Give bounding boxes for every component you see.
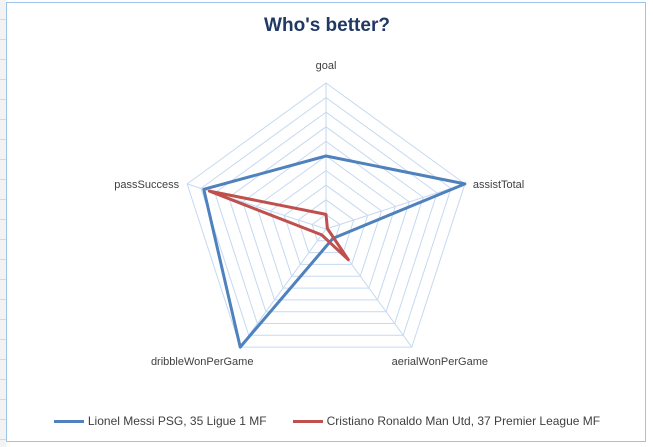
spreadsheet-row-edge <box>0 0 6 447</box>
axis-labels: goal assistTotal aerialWonPerGame dribbleWo… <box>114 60 524 368</box>
grid-ring-3 <box>283 184 369 265</box>
legend-item-ronaldo: Cristiano Ronaldo Man Utd, 37 Premier Le… <box>292 414 601 428</box>
legend: Lionel Messi PSG, 35 Ligue 1 MF Cristian… <box>7 411 647 431</box>
legend-label-ronaldo: Cristiano Ronaldo Man Utd, 37 Premier Le… <box>326 414 601 428</box>
grid-ring-2 <box>297 199 355 254</box>
axis-label-passSuccess: passSuccess <box>114 179 179 191</box>
series-line-1[interactable] <box>207 189 350 262</box>
radar-chart: goal assistTotal aerialWonPerGame dribbleWo… <box>114 60 524 368</box>
grid-ring-5 <box>256 155 396 289</box>
axis-label-goal: goal <box>316 60 337 72</box>
grid-ring-8 <box>214 111 438 324</box>
grid-ring-9 <box>200 96 452 336</box>
grid-ring-6 <box>242 140 410 301</box>
legend-item-messi: Lionel Messi PSG, 35 Ligue 1 MF <box>53 414 267 428</box>
spoke-assistTotal <box>325 183 466 230</box>
axis-label-dribbleWonPerGame: dribbleWonPerGame <box>151 356 254 368</box>
series-line-0[interactable] <box>202 154 467 349</box>
grid-ring-10 <box>186 82 466 348</box>
chart-area[interactable]: Who's better? goal assistTotal aerialWonPe… <box>6 2 646 442</box>
radar-series <box>202 154 467 349</box>
legend-swatch-ronaldo <box>292 419 323 423</box>
grid-ring-7 <box>228 126 424 313</box>
spoke-dribbleWonPerGame <box>239 228 327 348</box>
legend-swatch-messi <box>53 419 84 423</box>
chart-title: Who's better? <box>264 15 390 36</box>
axis-label-aerialWonPerGame: aerialWonPerGame <box>392 356 488 368</box>
axis-label-assistTotal: assistTotal <box>473 179 524 191</box>
legend-label-messi: Lionel Messi PSG, 35 Ligue 1 MF <box>87 414 267 428</box>
